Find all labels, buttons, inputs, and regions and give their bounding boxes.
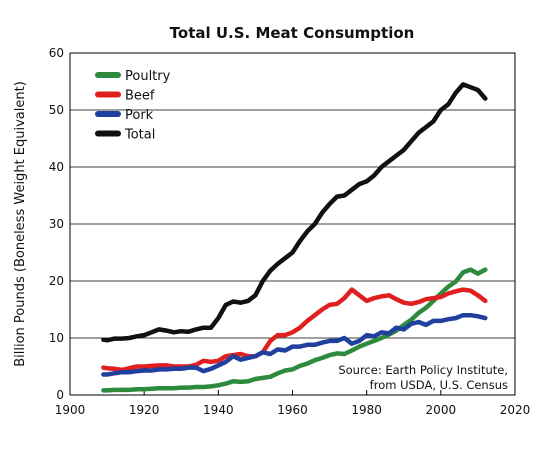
gridlines [70,109,515,339]
legend: Poultry Beef Pork Total [95,69,171,143]
series-line-beef [101,287,488,373]
x-tick-label: 1920 [129,403,160,417]
y-tick-label: 0 [56,388,64,402]
y-tick-label: 60 [49,46,64,60]
legend-label-pork: Pork [125,108,154,123]
series-lines [101,82,488,393]
source-line-2: from USDA, U.S. Census [370,378,508,392]
series-line-pork [101,312,488,377]
legend-label-beef: Beef [125,89,155,104]
x-tick-label: 1980 [351,403,382,417]
y-tick-label: 20 [49,274,64,288]
x-axis-ticks: 1900 1920 1940 1960 1980 2000 2020 [55,390,531,417]
y-tick-label: 30 [49,217,64,231]
y-tick-label: 50 [49,103,64,117]
x-tick-label: 1900 [55,403,86,417]
series-line-poultry [101,267,488,393]
x-tick-label: 1940 [203,403,234,417]
series-line-total [101,82,488,343]
legend-label-poultry: Poultry [125,69,171,84]
x-tick-label: 1960 [277,403,308,417]
chart-title: Total U.S. Meat Consumption [170,24,415,42]
y-axis-label: Billion Pounds (Boneless Weight Equivale… [13,81,28,367]
y-axis-ticks: 0 10 20 30 40 50 60 [49,46,64,402]
source-line-1: Source: Earth Policy Institute, [338,363,508,377]
x-tick-label: 2000 [426,403,457,417]
y-tick-label: 10 [49,331,64,345]
legend-label-total: Total [124,128,155,143]
source-annotation: Source: Earth Policy Institute, from USD… [338,363,508,392]
x-tick-label: 2020 [500,403,531,417]
y-tick-label: 40 [49,160,64,174]
